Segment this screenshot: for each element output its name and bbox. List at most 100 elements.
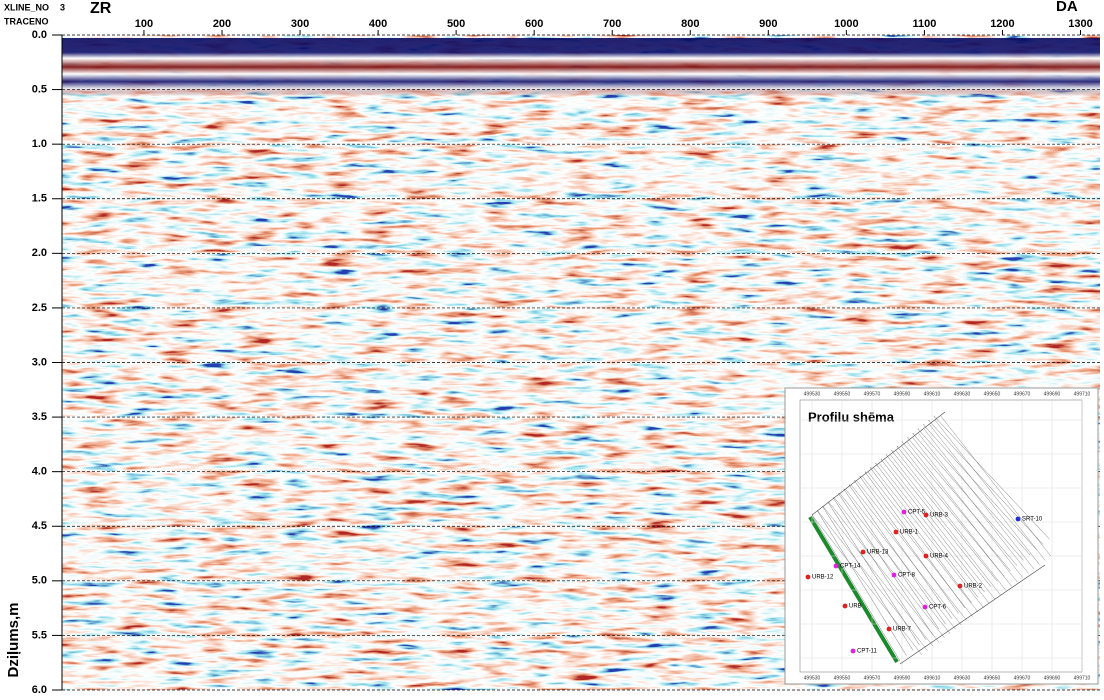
inset-x-label: 499690	[1044, 675, 1061, 681]
inset-point	[923, 512, 929, 518]
profile-cross-line	[839, 493, 951, 634]
profile-grid-line	[896, 446, 1005, 577]
inset-point	[860, 549, 866, 555]
inset-point-label: URB-2	[964, 584, 983, 590]
surface-band	[62, 38, 1100, 96]
profile-grid-line	[864, 471, 966, 609]
profile-grid-line	[811, 514, 901, 662]
profile-cross-line	[901, 446, 1012, 587]
profile-cross-line	[918, 433, 1029, 574]
xline-value: 3	[60, 2, 65, 12]
profile-grid-line	[880, 458, 985, 593]
y-tick-label: 1.0	[32, 138, 47, 150]
inset-x-label: 499630	[954, 675, 971, 681]
x-tick-label: 600	[525, 18, 543, 30]
profile-grid-line	[875, 463, 979, 598]
y-tick-label: 2.5	[32, 302, 47, 314]
profile-grid-line	[907, 437, 1018, 566]
inset-point-label: URB-13	[867, 550, 889, 556]
y-tick-label: 6.0	[32, 684, 47, 696]
profile-grid-line	[917, 428, 1031, 556]
inset-point	[842, 603, 848, 609]
inset-point-label: CPT-11	[857, 649, 878, 655]
inset-point-label: CPT-5	[908, 510, 926, 516]
profile-grid-line	[854, 480, 953, 619]
inset-point-label: URB-7	[893, 627, 912, 633]
x-tick-label: 400	[369, 18, 387, 30]
y-tick-label: 0.0	[32, 29, 47, 41]
right-label: DA	[1056, 0, 1078, 15]
profile-edge	[899, 564, 1046, 665]
inset-x-label: 499650	[984, 391, 1001, 397]
trace-label: TRACENO	[4, 16, 49, 26]
profile-grid-line	[870, 467, 972, 603]
inset-point	[886, 626, 892, 632]
inset-point	[891, 572, 897, 578]
inset-x-label: 499670	[1014, 391, 1031, 397]
inset-x-label: 499610	[924, 675, 941, 681]
inset-point	[923, 553, 929, 559]
profile-cross-line	[834, 497, 945, 638]
profile-grid-line	[928, 420, 1044, 545]
inset-point-label: CPT-6	[929, 605, 947, 611]
inset-x-label: 499630	[954, 391, 971, 397]
x-tick-label: 700	[603, 18, 621, 30]
left-label: ZR	[90, 0, 112, 17]
inset-point	[957, 583, 963, 589]
inset-point-label: URB	[849, 604, 862, 610]
y-tick-label: 5.5	[32, 629, 47, 641]
profile-cross-line	[879, 463, 990, 604]
inset-point-label: URB-1	[900, 530, 919, 536]
profile-grid-line	[833, 497, 927, 640]
profile-grid-line	[848, 484, 946, 625]
x-tick-label: 300	[291, 18, 309, 30]
inset-x-label: 499550	[834, 391, 851, 397]
profile-cross-line	[845, 489, 956, 630]
inset-point	[805, 574, 811, 580]
inset-x-label: 499570	[864, 391, 881, 397]
profile-cross-line	[823, 506, 934, 647]
profile-grid-line	[817, 510, 907, 656]
profile-grid-line	[891, 450, 998, 582]
x-tick-label: 100	[135, 18, 153, 30]
profile-edge	[811, 411, 946, 516]
x-tick-label: 800	[681, 18, 699, 30]
x-tick-label: 500	[447, 18, 465, 30]
y-tick-label: 4.5	[32, 520, 47, 532]
x-tick-label: 200	[213, 18, 231, 30]
y-tick-label: 0.5	[32, 83, 47, 95]
inset-x-label: 499690	[1044, 391, 1061, 397]
profile-cross-line	[862, 476, 973, 617]
profile-cross-line	[867, 471, 979, 613]
profile-cross-line	[907, 441, 1018, 583]
xline-label: XLINE_NO	[4, 2, 49, 12]
y-tick-label: 3.0	[32, 356, 47, 368]
inset-point-label: URB-4	[930, 554, 949, 560]
y-axis-label: Dziļums,m	[5, 602, 22, 677]
profile-grid-line	[933, 415, 1050, 540]
inset-point	[922, 604, 928, 610]
profile-cross-line	[923, 428, 1035, 570]
y-tick-label: 1.5	[32, 193, 47, 205]
x-tick-label: 900	[759, 18, 777, 30]
inset-x-label: 499570	[864, 675, 881, 681]
profile-cross-line	[929, 424, 1040, 565]
inset-x-label: 499590	[894, 675, 911, 681]
inset-x-label: 499670	[1014, 675, 1031, 681]
profile-grid-line	[901, 441, 1011, 572]
profile-cross-line	[856, 480, 967, 621]
profile-grid-line	[838, 493, 933, 635]
y-tick-label: 2.0	[32, 247, 47, 259]
inset-x-label: 499710	[1074, 675, 1091, 681]
inset-point	[850, 648, 856, 654]
y-tick-label: 5.0	[32, 575, 47, 587]
inset-point	[901, 509, 907, 515]
inset-point-label: CPT-8	[898, 573, 916, 579]
x-tick-label: 1100	[912, 18, 936, 30]
inset-x-label: 499530	[804, 675, 821, 681]
profile-cross-line	[884, 458, 995, 600]
y-tick-label: 3.5	[32, 411, 47, 423]
inset-x-label: 499590	[894, 391, 911, 397]
x-tick-label: 1200	[990, 18, 1014, 30]
